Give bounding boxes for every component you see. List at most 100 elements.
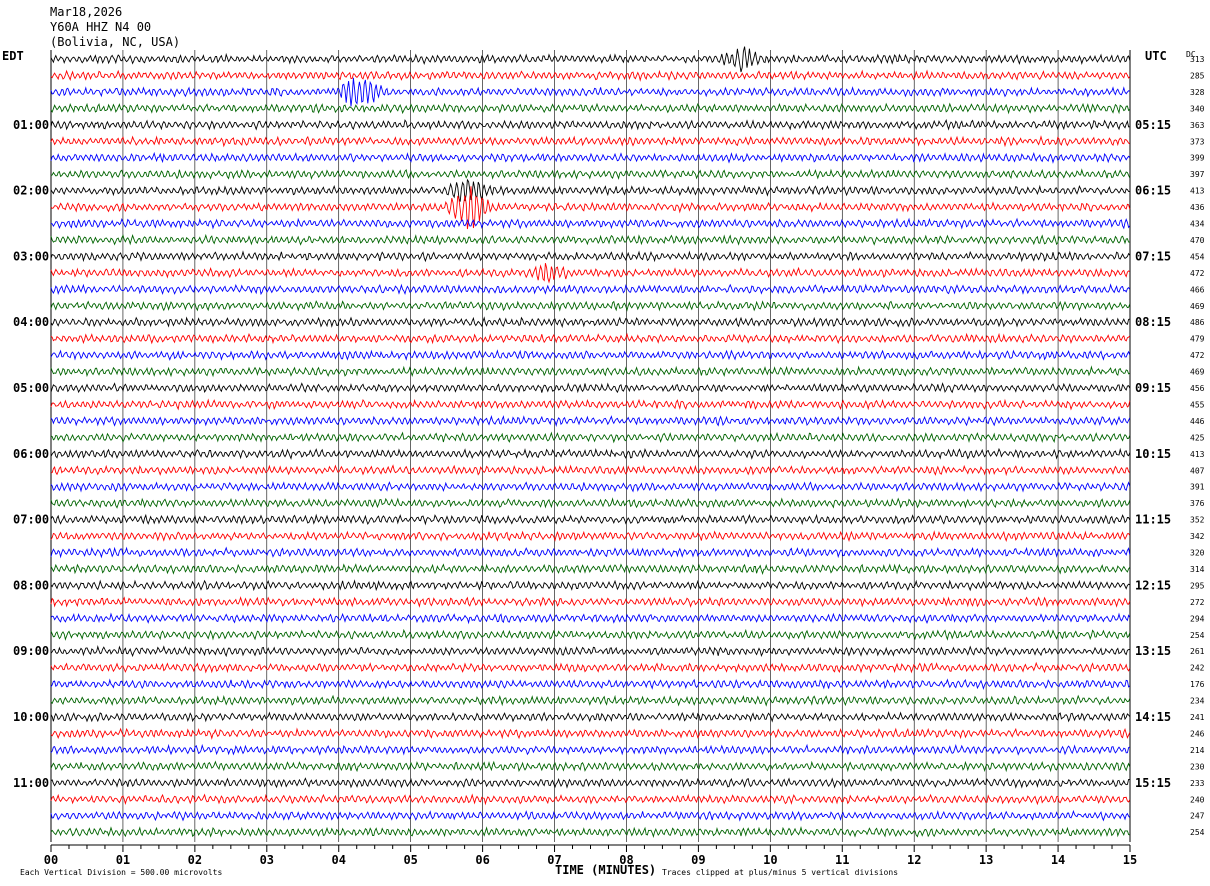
left-hour-label: 08:00 [13,578,49,592]
x-tick-label: 00 [44,853,58,867]
trace-line [50,612,1131,625]
dc-value: 328 [1190,88,1205,97]
dc-value: 242 [1190,664,1205,673]
dc-value: 230 [1190,762,1205,771]
dc-value: 397 [1190,170,1205,179]
dc-value: 295 [1190,581,1205,590]
x-tick-label: 03 [260,853,274,867]
trace-line [50,546,1131,559]
right-hour-label: 09:15 [1135,381,1171,395]
left-hour-label: 06:00 [13,447,49,461]
dc-value-labels: 313 285 328 340 363 373 399 397 413 436 434 470 454 4… [1190,55,1205,837]
right-hour-label: 08:15 [1135,315,1171,329]
trace-line [50,447,1131,460]
dc-value: 399 [1190,154,1205,163]
dc-value: 472 [1190,351,1205,360]
dc-value: 342 [1190,532,1205,541]
dc-value: 320 [1190,549,1205,558]
trace-line [50,283,1131,296]
x-tick-label: 14 [1051,853,1065,867]
trace-line [50,332,1131,345]
trace-line [50,178,1130,202]
trace-line [50,464,1131,477]
left-hour-label: 10:00 [13,710,49,724]
dc-value: 479 [1190,335,1205,344]
trace-line [50,262,1131,284]
dc-value: 240 [1190,795,1205,804]
dc-value: 446 [1190,417,1205,426]
dc-value: 486 [1190,318,1205,327]
left-hour-label: 07:00 [13,513,49,527]
trace-line [50,365,1130,378]
dc-value: 456 [1190,384,1205,393]
trace-line [50,596,1131,608]
trace-line [50,513,1131,526]
trace-line [50,481,1131,493]
dc-value: 373 [1190,137,1205,146]
trace-line [50,151,1131,164]
trace-line [50,809,1131,822]
trace-line [50,711,1131,723]
dc-value: 294 [1190,614,1205,623]
trace-line [50,415,1131,427]
x-tick-label: 06 [475,853,489,867]
trace-line [50,777,1130,789]
x-tick-label: 09 [691,853,705,867]
trace-line [50,217,1131,230]
dc-value: 376 [1190,499,1205,508]
trace-line [50,186,1131,230]
trace-line [50,628,1131,641]
trace-line [50,431,1131,444]
x-tick-label: 15 [1123,853,1137,867]
right-hour-label: 13:15 [1135,644,1171,658]
dc-value: 313 [1190,55,1205,64]
x-axis: 00 01 02 03 04 05 06 07 08 09 10 11 12 13 14 15 [44,844,1137,867]
dc-value: 470 [1190,236,1205,245]
dc-value: 285 [1190,71,1205,80]
right-hour-label: 11:15 [1135,513,1171,527]
trace-line [50,563,1131,576]
right-hour-label: 15:15 [1135,776,1171,790]
trace-line [50,77,1130,107]
dc-value: 340 [1190,104,1205,113]
trace-line [50,530,1131,543]
trace-line [50,743,1131,756]
dc-value: 241 [1190,713,1205,722]
right-hour-label: 06:15 [1135,184,1171,198]
dc-value: 413 [1190,450,1205,459]
x-tick-label: 04 [332,853,346,867]
left-hour-label: 03:00 [13,249,49,263]
left-hour-label: 09:00 [13,644,49,658]
left-hour-label: 04:00 [13,315,49,329]
left-hour-label: 05:00 [13,381,49,395]
vertical-division-note: Each Vertical Division = 500.00 microvol… [20,868,222,877]
right-hour-label: 14:15 [1135,710,1171,724]
x-tick-label: 07 [547,853,561,867]
dc-value: 314 [1190,565,1205,574]
x-tick-label: 01 [116,853,130,867]
x-tick-label: 02 [188,853,202,867]
trace-line [50,69,1131,82]
x-tick-label: 05 [403,853,417,867]
date-label: Mar18,2026 [50,5,122,19]
dc-label: DC [1186,50,1196,59]
trace-line [50,727,1131,740]
dc-value: 363 [1190,121,1205,130]
dc-value: 425 [1190,433,1205,442]
trace-line [50,497,1131,509]
trace-line [50,678,1131,690]
dc-value: 233 [1190,779,1205,788]
dc-value: 254 [1190,828,1205,837]
right-zone-label: UTC [1145,49,1167,63]
trace-line [50,349,1131,361]
dc-value: 434 [1190,220,1205,229]
dc-value: 413 [1190,187,1205,196]
x-tick-label: 12 [907,853,921,867]
dc-value: 455 [1190,400,1205,409]
dc-value: 472 [1190,269,1205,278]
dc-value: 261 [1190,647,1205,656]
left-hour-label: 11:00 [13,776,49,790]
dc-value: 391 [1190,483,1205,492]
right-hour-label: 12:15 [1135,578,1171,592]
